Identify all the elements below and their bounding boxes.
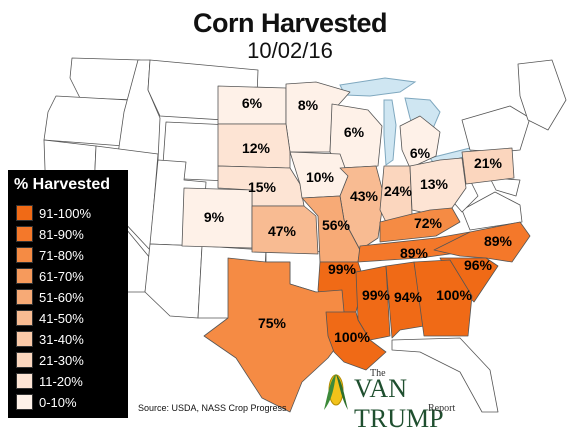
legend-swatch: [16, 205, 33, 221]
state-wi: [329, 103, 383, 169]
legend-swatch: [16, 226, 33, 242]
state-ks: [251, 205, 319, 255]
legend-item: 31-40%: [16, 330, 84, 348]
state-tx: [203, 257, 347, 413]
state-label-ga: 100%: [436, 287, 472, 303]
state-label-ia: 10%: [306, 169, 335, 185]
state-label-in: 24%: [384, 183, 413, 199]
state-label-wi: 6%: [344, 124, 365, 140]
state-label-ms: 99%: [362, 287, 391, 303]
legend-label: 41-50%: [39, 310, 84, 326]
legend-item: 11-20%: [16, 372, 83, 390]
map-date: 10/02/16: [247, 38, 333, 63]
state-label-tn: 89%: [400, 245, 429, 261]
state-label-oh: 13%: [420, 176, 449, 192]
logo-report: Report: [428, 403, 456, 414]
legend-item: 71-80%: [16, 246, 84, 264]
state-label-al: 94%: [394, 289, 423, 305]
state-ga: [413, 259, 473, 337]
legend-item: 91-100%: [16, 204, 91, 222]
state-va: [461, 191, 523, 231]
legend-label: 11-20%: [39, 373, 83, 389]
state-nc: [433, 221, 531, 263]
corn-icon: [324, 374, 348, 410]
legend-label: 81-90%: [39, 226, 84, 242]
legend-label: 51-60%: [39, 289, 84, 305]
state-label-pa: 21%: [474, 155, 503, 171]
state-label-nc: 89%: [484, 233, 513, 249]
legend-swatch: [16, 268, 33, 284]
source-note: Source: USDA, NASS Crop Progress: [138, 403, 287, 413]
state-ky: [379, 207, 461, 243]
legend-swatch: [16, 373, 33, 389]
legend-item: 21-30%: [16, 351, 84, 369]
state-label-co: 9%: [204, 209, 225, 225]
state-la: [325, 311, 387, 371]
state-al: [385, 261, 425, 339]
state-label-sc: 96%: [464, 257, 493, 273]
state-label-tx: 75%: [258, 315, 287, 331]
legend-label: 31-40%: [39, 331, 84, 347]
logo-the: The: [370, 368, 386, 379]
legend-item: 81-90%: [16, 225, 84, 243]
state-label-mi: 6%: [410, 145, 431, 161]
state-label-ar: 99%: [328, 261, 357, 277]
legend-item: 0-10%: [16, 393, 77, 411]
state-label-il: 43%: [350, 188, 379, 204]
legend-swatch: [16, 352, 33, 368]
state-label-mn: 8%: [298, 97, 319, 113]
state-md: [489, 177, 521, 197]
legend-swatch: [16, 394, 33, 410]
state-ny: [461, 105, 531, 153]
map-title: Corn Harvested: [192, 8, 388, 38]
legend-swatch: [16, 247, 33, 263]
state-sd: [217, 123, 291, 169]
state-ne-states: [517, 59, 567, 131]
legend-title: % Harvested: [14, 176, 111, 193]
state-mi: [399, 115, 441, 169]
state-oh: [409, 157, 467, 215]
van-trump-logo: The VAN TRUMP Report: [318, 368, 488, 433]
state-az: [144, 243, 203, 319]
legend-item: 41-50%: [16, 309, 84, 327]
legend-label: 91-100%: [39, 205, 92, 221]
state-label-sd: 12%: [242, 140, 271, 156]
legend-item: 51-60%: [16, 288, 84, 306]
state-fl: [391, 337, 499, 413]
state-pa: [461, 147, 515, 185]
legend-swatch: [16, 310, 33, 326]
legend: % Harvested 91-100% 81-90% 71-80% 61-70% 51-…: [8, 170, 128, 418]
state-label-la: 100%: [334, 329, 370, 345]
legend-item: 61-70%: [16, 267, 84, 285]
state-label-ks: 47%: [268, 223, 297, 239]
state-label-mo: 56%: [322, 217, 351, 233]
logo-name: VAN TRUMP: [354, 374, 444, 433]
state-label-ky: 72%: [414, 215, 443, 231]
legend-label: 21-30%: [39, 352, 84, 368]
legend-swatch: [16, 289, 33, 305]
legend-label: 61-70%: [39, 268, 84, 284]
state-ms: [355, 265, 391, 341]
legend-label: 71-80%: [39, 247, 84, 263]
state-label-ne: 15%: [248, 179, 277, 195]
legend-label: 0-10%: [39, 394, 77, 410]
state-label-nd: 6%: [242, 95, 263, 111]
legend-swatch: [16, 331, 33, 347]
state-or: [43, 95, 129, 147]
